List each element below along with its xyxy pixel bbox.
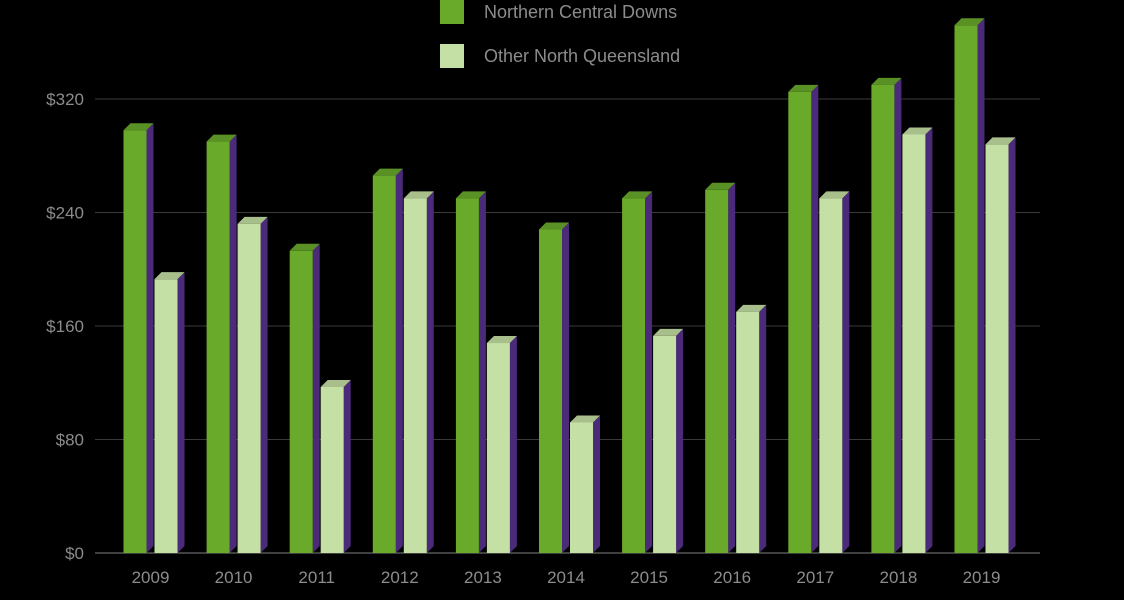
bar-other-north-queensland-2010 [237, 223, 261, 553]
bar-top [705, 182, 736, 190]
bar-other-north-queensland-2018 [902, 134, 926, 553]
bar-side [676, 328, 684, 553]
x-tick-label: 2018 [879, 568, 917, 587]
legend-swatch-other-north-queensland [440, 44, 464, 68]
bar-side [811, 84, 819, 553]
bar-top [237, 216, 268, 224]
bar-top [819, 191, 850, 199]
bar-side [977, 18, 985, 554]
bar-northern-central-downs-2011 [289, 250, 313, 553]
bar-side [343, 380, 351, 553]
bar-top [206, 134, 237, 142]
bar-side [509, 336, 517, 553]
bar-top [570, 415, 600, 423]
bar-side [146, 123, 154, 554]
bar-side [562, 222, 569, 553]
x-tick-label: 2014 [547, 568, 585, 587]
legend-label-northern-central-downs: Northern Central Downs [484, 1, 678, 22]
bar-top [902, 127, 933, 135]
bar-side [759, 304, 767, 553]
bar-top [985, 137, 1016, 145]
x-tick-label: 2017 [796, 568, 834, 587]
bar-side [925, 127, 933, 553]
bar-other-north-queensland-2015 [653, 335, 677, 553]
bar-side [426, 191, 434, 553]
bar-northern-central-downs-2015 [622, 198, 646, 553]
x-tick-label: 2011 [298, 568, 335, 587]
bar-northern-central-downs-2018 [871, 84, 895, 553]
bar-side [312, 243, 320, 553]
x-tick-label: 2009 [132, 568, 170, 587]
bar-side [177, 272, 185, 553]
bar-top [289, 243, 320, 251]
legend-swatch-northern-central-downs [440, 0, 464, 24]
bar-side [645, 191, 653, 553]
bar-top [736, 304, 767, 312]
bar-top [788, 84, 819, 92]
bar-side [478, 191, 486, 553]
x-tick-label: 2019 [963, 568, 1001, 587]
x-tick-label: 2010 [215, 568, 253, 587]
x-tick-label: 2013 [464, 568, 502, 587]
x-tick-label: 2012 [381, 568, 419, 587]
bar-top [653, 328, 684, 336]
bar-northern-central-downs-2019 [954, 25, 978, 554]
bar-top [372, 168, 403, 176]
bar-side [1008, 137, 1016, 553]
legend-item-other-north-queensland: Other North Queensland [440, 44, 680, 68]
bar-top [871, 77, 902, 85]
bar-top [123, 123, 154, 131]
bar-side [395, 168, 403, 554]
bar-other-north-queensland-2016 [736, 311, 760, 553]
legend-label-other-north-queensland: Other North Queensland [484, 45, 681, 66]
bar-top [403, 191, 434, 199]
bar-top [486, 336, 517, 344]
legend-item-northern-central-downs: Northern Central Downs [440, 0, 677, 24]
bar-northern-central-downs-2012 [372, 175, 396, 554]
bar-other-north-queensland-2013 [486, 343, 510, 553]
bar-side [894, 77, 902, 553]
bar-top [455, 191, 486, 199]
bar-top [154, 272, 185, 280]
bar-top [622, 191, 653, 199]
bar-top [954, 18, 985, 26]
bar-northern-central-downs-2016 [705, 189, 729, 554]
bar-side [728, 182, 736, 554]
y-tick-label: $240 [46, 204, 84, 223]
x-tick-label: 2015 [630, 568, 668, 587]
bar-side [593, 415, 600, 553]
bar-northern-central-downs-2017 [788, 91, 812, 553]
bar-side [260, 216, 268, 553]
y-tick-label: $320 [46, 90, 84, 109]
bar-side [229, 134, 237, 553]
bar-other-north-queensland-2017 [819, 198, 843, 553]
bar-top [539, 222, 569, 230]
bar-northern-central-downs-2013 [455, 198, 479, 553]
y-tick-label: $0 [65, 544, 84, 563]
bar-other-north-queensland-2009 [154, 279, 178, 553]
x-tick-label: 2016 [713, 568, 751, 587]
bar-top [320, 380, 351, 388]
bar-other-north-queensland-2012 [403, 198, 427, 553]
bar-northern-central-downs-2014 [539, 229, 562, 553]
bar-other-north-queensland-2019 [985, 144, 1009, 553]
bar-northern-central-downs-2009 [123, 130, 147, 553]
bar-other-north-queensland-2014 [570, 422, 593, 553]
y-tick-label: $80 [56, 431, 84, 450]
y-tick-label: $160 [46, 317, 84, 336]
bar-side [842, 191, 850, 553]
bar-other-north-queensland-2011 [320, 387, 344, 553]
bar-northern-central-downs-2010 [206, 141, 230, 553]
